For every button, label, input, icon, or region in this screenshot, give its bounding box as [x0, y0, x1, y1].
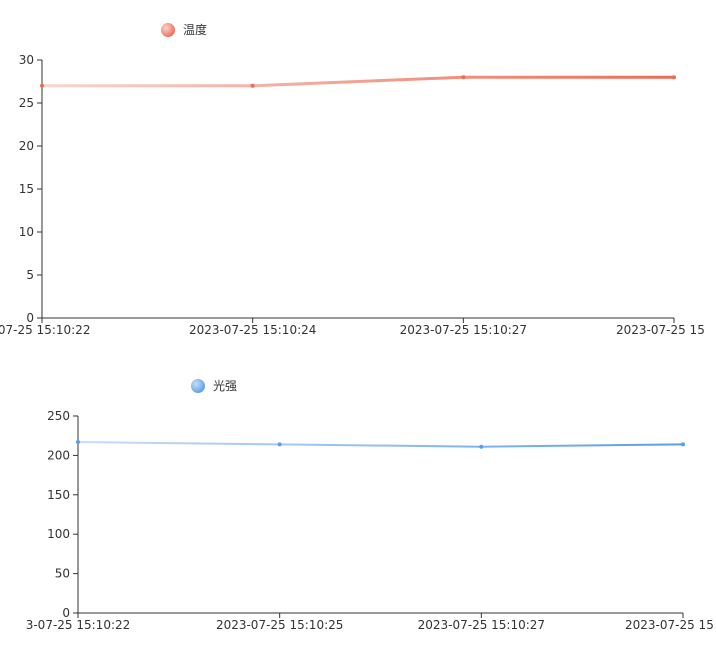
light-y-tick-label: 150	[47, 488, 70, 502]
temp-x-tick-label: 2023-07-25 15:10:24	[189, 323, 316, 337]
temp-x-tick-label: 2023-07-25 15	[616, 323, 705, 337]
temp-y-tick-label: 0	[26, 311, 34, 325]
light-data-point[interactable]	[681, 442, 685, 447]
light-y-tick-label: 250	[47, 409, 70, 423]
temp-x-tick-label: -07-25 15:10:22	[0, 323, 90, 337]
temp-data-point[interactable]	[40, 83, 44, 88]
temp-y-tick-label: 15	[19, 182, 34, 196]
light-legend-label: 光强	[213, 379, 237, 393]
light-data-point[interactable]	[76, 440, 80, 445]
light-y-tick-label: 50	[55, 567, 70, 581]
temperature-chart-svg: 温度 0 5 10 15 20 25 30 -07-25 15:10:22 2023-07-25 …	[0, 22, 705, 337]
temp-legend-marker	[161, 23, 175, 37]
light-legend-item[interactable]: 光强	[191, 379, 237, 393]
light-series-line	[77, 441, 684, 448]
temp-x-tick-label: 2023-07-25 15:10:27	[400, 323, 527, 337]
temp-legend-label: 温度	[183, 22, 207, 37]
light-y-tick-label: 100	[47, 527, 70, 541]
temp-legend-item[interactable]: 温度	[161, 22, 207, 37]
temp-data-point[interactable]	[461, 75, 466, 80]
temp-y-tick-label: 5	[26, 268, 34, 282]
light-x-tick-label: 2023-07-25 15:10:27	[418, 618, 545, 632]
temp-data-point[interactable]	[250, 83, 255, 88]
light-y-tick-label: 200	[47, 448, 70, 462]
light-x-tick-label: 2023-07-25 15:10:25	[216, 618, 343, 632]
temp-y-tick-label: 30	[19, 53, 34, 67]
light-x-tick-label: 3-07-25 15:10:22	[26, 618, 131, 632]
light-y-tick-label: 0	[62, 606, 70, 620]
light-chart: 光强 0 50 100 150 200 250 3-07-25 15:10:22 2023-07…	[0, 370, 716, 663]
temp-data-point[interactable]	[672, 75, 676, 80]
temp-series-line	[42, 75, 674, 88]
temperature-chart: 温度 0 5 10 15 20 25 30 -07-25 15:10:22 2023-07-25 …	[0, 22, 705, 337]
light-data-point[interactable]	[479, 444, 484, 449]
light-legend-marker	[191, 379, 205, 393]
temp-y-tick-label: 20	[19, 139, 34, 153]
light-data-point[interactable]	[277, 442, 282, 447]
light-chart-svg: 光强 0 50 100 150 200 250 3-07-25 15:10:22 2023-07…	[26, 379, 714, 632]
temp-y-tick-label: 25	[19, 96, 34, 110]
light-x-tick-label: 2023-07-25 15	[625, 618, 714, 632]
temp-y-tick-label: 10	[19, 225, 34, 239]
